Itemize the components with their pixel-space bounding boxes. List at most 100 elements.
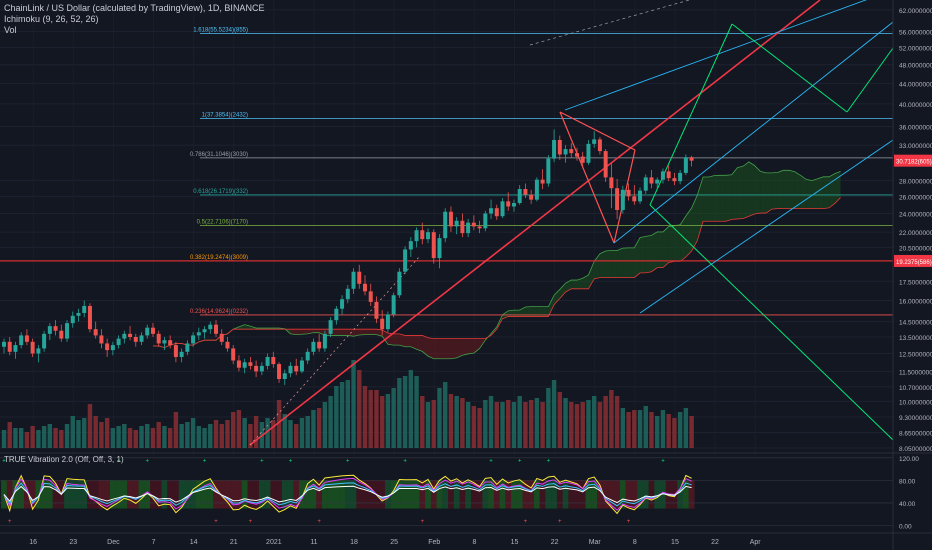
cloud-segment xyxy=(445,338,451,359)
candle-body xyxy=(271,356,276,365)
cloud-segment xyxy=(599,251,606,278)
y-tick-label: 48.00000000 xyxy=(899,63,932,70)
regime-band xyxy=(654,480,661,509)
regime-band xyxy=(482,480,489,509)
volume-bar xyxy=(414,376,419,448)
regime-band xyxy=(390,480,397,509)
volume-bar xyxy=(465,402,471,448)
volume-bar xyxy=(265,418,270,448)
volume-bar xyxy=(219,424,224,448)
volume-bar xyxy=(609,390,614,448)
cloud-segment xyxy=(296,329,302,335)
cloud-segment xyxy=(525,306,532,317)
volume-bar xyxy=(305,416,310,448)
candle-body xyxy=(13,345,18,352)
overlay-ichimoku[interactable]: Ichimoku (9, 26, 52, 26) xyxy=(4,14,99,24)
volume-bar xyxy=(506,400,511,448)
volume-bar xyxy=(47,424,53,448)
buy-marker: + xyxy=(489,458,493,464)
candle-body xyxy=(540,179,545,184)
regime-band xyxy=(46,480,53,509)
fibonacci-retracement: 1.618(55.5234)(855) 1(37.3854)(2432) 0.786… xyxy=(0,28,893,316)
candle-body xyxy=(414,230,419,242)
time-axis: 16 23 Dec 7 14 21 2021 11 18 25 Feb 8 15 22 Mar 8 15 22 Ap… xyxy=(0,532,932,546)
volume-bar xyxy=(59,430,64,448)
candle-body xyxy=(294,365,299,372)
regime-band xyxy=(688,480,695,509)
candle-body xyxy=(248,362,253,366)
buy-marker: + xyxy=(661,458,665,464)
candle-body xyxy=(122,333,127,339)
y-tick-label: 24.00000000 xyxy=(899,212,932,219)
y-tick-label: 8.65000000 xyxy=(899,431,932,438)
candle-body xyxy=(59,330,64,339)
regime-band xyxy=(407,480,414,509)
y-tick-label: 62.00000000 xyxy=(899,8,932,15)
volume-bar xyxy=(408,370,414,448)
volume-bar xyxy=(569,402,574,448)
regime-band xyxy=(24,480,30,509)
oscillator-slow xyxy=(3,477,692,511)
volume-bar xyxy=(437,388,442,448)
ichimoku-cloud xyxy=(152,161,841,360)
indicator-title[interactable]: TRUE Vibration 2.0 (Off, Off, 3, 1) xyxy=(4,455,124,464)
cloud-segment xyxy=(536,306,543,317)
indicator-tick-label: 80.00 xyxy=(899,478,916,485)
regime-band xyxy=(75,480,82,509)
volume-bar xyxy=(93,416,98,448)
regime-band xyxy=(264,480,271,509)
volume-bar xyxy=(689,416,694,448)
cloud-segment xyxy=(359,329,365,336)
candle-body xyxy=(265,356,270,366)
buy-marker: + xyxy=(2,458,6,464)
cloud-segment xyxy=(800,175,807,209)
cloud-segment xyxy=(754,165,761,214)
cloud-segment xyxy=(433,338,440,359)
chart-title[interactable]: ChainLink / US Dollar (calculated by Tra… xyxy=(4,3,265,13)
candle-body xyxy=(489,208,494,214)
buy-marker: + xyxy=(403,458,407,464)
candle-body xyxy=(30,341,35,354)
fib-label: 0.618(26.1719)(332) xyxy=(193,189,248,195)
regime-band xyxy=(64,480,70,509)
volume-bar xyxy=(574,404,580,448)
x-tick-label: 22 xyxy=(551,539,559,546)
volume-bar xyxy=(643,406,648,448)
volume-bar xyxy=(677,412,683,448)
cloud-segment xyxy=(313,329,320,333)
regime-band xyxy=(213,480,219,509)
regime-band xyxy=(241,480,248,509)
volume-bar xyxy=(448,394,454,448)
cloud-segment xyxy=(301,329,308,335)
regime-band xyxy=(682,480,689,509)
volume-bar xyxy=(351,360,356,448)
regime-band xyxy=(344,480,351,509)
y-tick-label: 13.50000000 xyxy=(899,335,932,342)
candle-body xyxy=(454,220,459,227)
regime-band xyxy=(476,480,483,509)
cloud-segment xyxy=(439,338,446,359)
candle-body xyxy=(225,341,230,349)
overlay-volume[interactable]: Vol xyxy=(4,25,17,35)
cloud-segment xyxy=(342,329,348,336)
candle-body xyxy=(511,203,516,207)
regime-band xyxy=(642,480,649,509)
regime-band xyxy=(545,480,552,509)
regime-band xyxy=(556,480,563,509)
candle-body xyxy=(242,362,247,368)
regime-band xyxy=(413,480,420,509)
volume-bar xyxy=(316,408,322,448)
candle-body xyxy=(603,151,608,178)
regime-band xyxy=(350,480,357,509)
volume-bar xyxy=(586,400,591,448)
volume-bar xyxy=(655,416,660,448)
candle-body xyxy=(643,177,648,191)
volume-bar xyxy=(185,422,190,448)
regime-band xyxy=(304,480,311,509)
regime-band xyxy=(247,480,254,509)
fib-label: 1.618(55.5234)(855) xyxy=(193,28,248,34)
candle-body xyxy=(208,324,213,330)
volume-bar xyxy=(110,428,116,448)
volume-bar xyxy=(500,402,505,448)
